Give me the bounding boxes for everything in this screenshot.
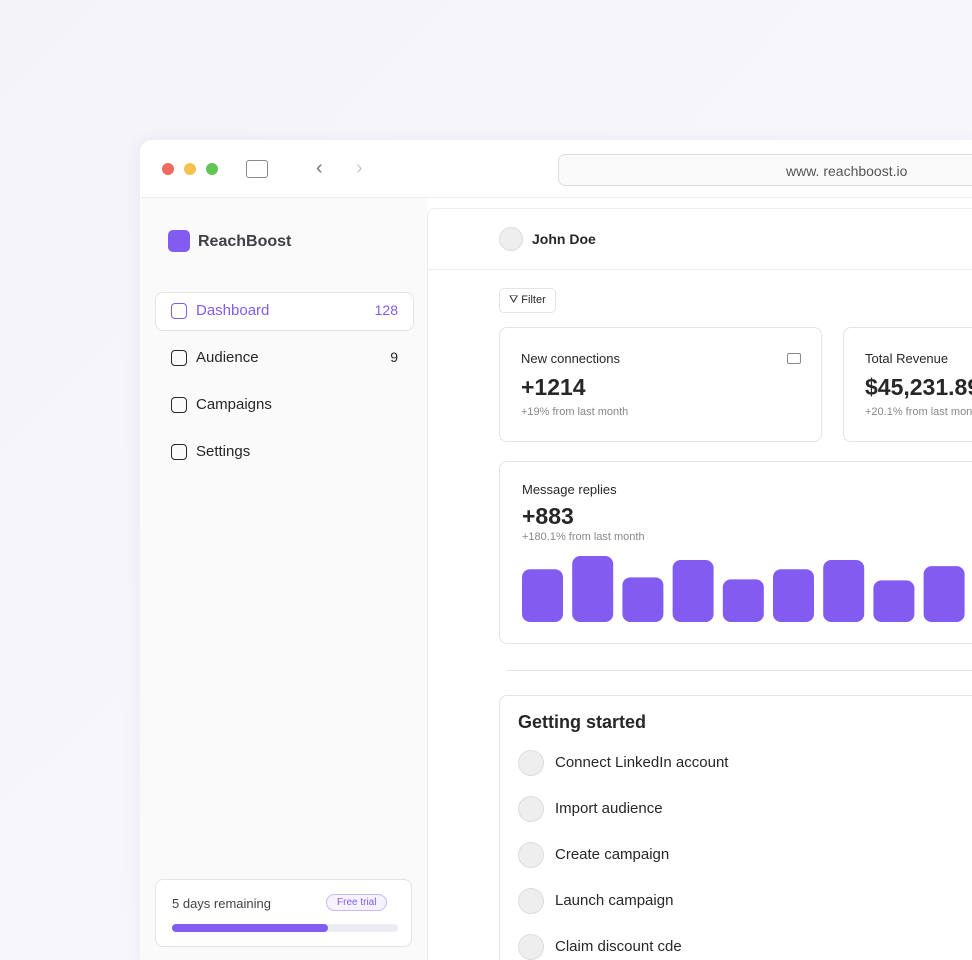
stat-value: +1214 (521, 374, 586, 400)
nav-item[interactable]: Dashboard (196, 302, 270, 319)
maximize[interactable] (206, 163, 218, 175)
nav-item[interactable]: Settings (196, 443, 251, 460)
bar (622, 577, 664, 622)
step-avatar (518, 796, 544, 822)
stat-title: New connections (521, 351, 620, 366)
divider (428, 269, 972, 270)
step-item[interactable]: Connect LinkedIn account (555, 754, 729, 771)
nav-count: 128 (374, 302, 398, 318)
bar (522, 569, 563, 622)
filter-label: Filter (521, 294, 546, 306)
bar (873, 580, 915, 622)
bar (773, 569, 814, 622)
bar (722, 579, 764, 622)
progress-fill (172, 924, 328, 932)
step-item[interactable]: Claim discount cde (555, 938, 682, 955)
divider (506, 670, 972, 671)
chart-title: Message replies (522, 482, 617, 497)
getting-started: Getting started Connect LinkedIn account… (499, 695, 972, 960)
bar (672, 560, 714, 622)
bar (823, 560, 865, 622)
step-avatar (518, 934, 544, 960)
nav-count: 9 (390, 349, 398, 365)
nav-icon (171, 444, 187, 460)
user-name: John Doe (532, 231, 596, 247)
trial-badge[interactable]: Free trial (326, 894, 388, 911)
address-bar[interactable]: www. reachboost.io (558, 154, 972, 186)
nav-item[interactable]: Audience (196, 349, 259, 366)
nav-icon (171, 397, 187, 413)
stat-card: New connections +1214 +19% from last month (499, 327, 822, 442)
url: www. reachboost.io (786, 163, 908, 179)
stat-change: +20.1% from last month (865, 406, 972, 418)
section-title: Getting started (518, 712, 647, 732)
stat-card: Total Revenue $45,231.89 +20.1% from last … (843, 327, 972, 442)
bar (572, 556, 614, 622)
active-nav (155, 292, 414, 331)
sidebar: ReachBoost Dashboard 128 Audience 9 Campaign… (140, 198, 427, 960)
step-avatar (518, 888, 544, 914)
card-icon (787, 353, 801, 364)
chart-card: Message replies +883 +180.1% from last m… (499, 461, 972, 644)
progress-track (172, 924, 398, 932)
sidebar-toggle[interactable] (246, 160, 268, 178)
nav-icon (171, 303, 187, 319)
logo (168, 230, 190, 252)
close[interactable] (162, 163, 174, 175)
browser-window: ‹ › www. reachboost.io ReachBoost Dashbo… (140, 140, 972, 960)
nav-icon (171, 350, 187, 366)
chart-change: +180.1% from last month (522, 531, 645, 543)
step-item[interactable]: Import audience (555, 800, 663, 817)
forward[interactable]: › (356, 157, 363, 179)
back[interactable]: ‹ (316, 157, 323, 179)
brand: ReachBoost (198, 233, 292, 250)
bar (923, 566, 965, 622)
minimize[interactable] (184, 163, 196, 175)
step-avatar (518, 842, 544, 868)
avatar (499, 227, 523, 251)
divider (140, 197, 972, 198)
trial-text: 5 days remaining (172, 896, 271, 911)
trial-card: 5 days remaining Free trial (155, 879, 412, 947)
stat-value: $45,231.89 (865, 374, 972, 400)
chart-value: +883 (522, 503, 574, 529)
main: John Doe ⛛ Filter New connections +1214 +1… (427, 208, 972, 960)
stat-change: +19% from last month (521, 406, 629, 418)
step-item[interactable]: Launch campaign (555, 892, 674, 909)
step-avatar (518, 750, 544, 776)
filter-button[interactable]: ⛛ Filter (499, 288, 556, 313)
stat-title: Total Revenue (865, 351, 949, 366)
step-item[interactable]: Create campaign (555, 846, 670, 863)
nav-item[interactable]: Campaigns (196, 396, 272, 413)
chart (522, 556, 965, 622)
